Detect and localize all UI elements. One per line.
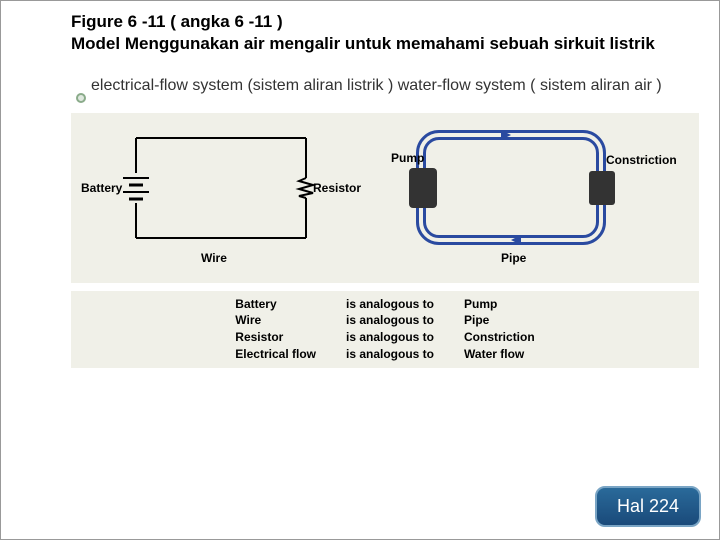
- analogy-right-col: Pump Pipe Constriction Water flow: [464, 296, 535, 363]
- analogy-mid-0: is analogous to: [346, 296, 434, 313]
- resistor-label: Resistor: [313, 181, 361, 195]
- analogy-left-3: Electrical flow: [235, 346, 316, 363]
- bullet-icon: [76, 93, 86, 103]
- pump-label: Pump: [391, 151, 424, 165]
- analogy-right-3: Water flow: [464, 346, 535, 363]
- water-flow-diagram: Pump Constriction Pipe: [391, 123, 661, 273]
- analogy-table: Battery Wire Resistor Electrical flow is…: [71, 291, 699, 368]
- figure-label: Figure 6 -11 ( angka 6 -11 ): [71, 12, 283, 31]
- analogy-mid-2: is analogous to: [346, 329, 434, 346]
- analogy-right-1: Pipe: [464, 312, 535, 329]
- constriction-label: Constriction: [606, 153, 677, 167]
- analogy-left-0: Battery: [235, 296, 316, 313]
- analogy-right-0: Pump: [464, 296, 535, 313]
- analogy-mid-1: is analogous to: [346, 312, 434, 329]
- analogy-mid-3: is analogous to: [346, 346, 434, 363]
- analogy-left-col: Battery Wire Resistor Electrical flow: [235, 296, 316, 363]
- figure-caption: Model Menggunakan air mengalir untuk mem…: [71, 34, 655, 53]
- wire-label: Wire: [201, 251, 227, 265]
- analogy-left-1: Wire: [235, 312, 316, 329]
- system-labels: electrical-flow system (sistem aliran li…: [71, 75, 699, 97]
- analogy-mid-col: is analogous to is analogous to is analo…: [346, 296, 434, 363]
- battery-label: Battery: [81, 181, 122, 195]
- page-number-badge: Hal 224: [595, 486, 701, 527]
- electrical-circuit-diagram: Battery Resistor Wire: [81, 123, 351, 273]
- analogy-right-2: Constriction: [464, 329, 535, 346]
- analogy-left-2: Resistor: [235, 329, 316, 346]
- pipe-label: Pipe: [501, 251, 526, 265]
- diagram-area: Battery Resistor Wire Pump Constriction …: [71, 113, 699, 283]
